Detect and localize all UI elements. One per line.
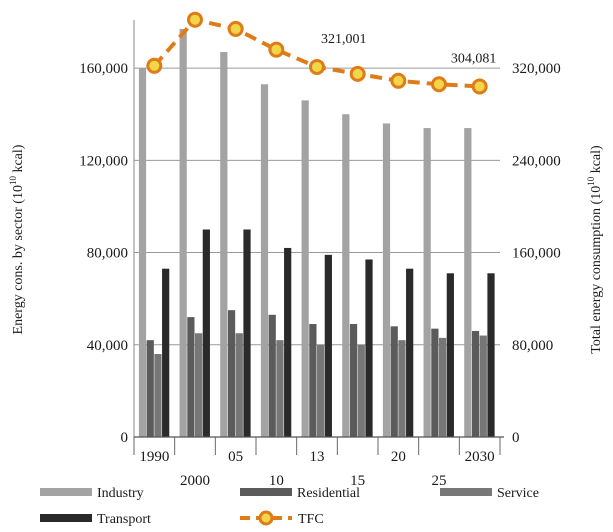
legend-swatch-residential bbox=[240, 488, 292, 496]
bar-transport bbox=[406, 268, 414, 437]
bar-service bbox=[479, 335, 487, 437]
tick-labels: 0 40,000 80,000 120,000 160,000 0 80,000 160,00… bbox=[8, 32, 604, 489]
right-tick-label: 320,000 bbox=[512, 61, 561, 77]
legend-marker-tfc bbox=[258, 510, 274, 526]
bar-industry bbox=[464, 128, 472, 438]
legend-swatch-industry bbox=[40, 488, 92, 496]
bar-transport bbox=[202, 229, 210, 437]
right-tick-label: 240,000 bbox=[512, 153, 561, 169]
left-axis-title: Energy cons. by sector (1010 kcal) bbox=[8, 144, 26, 334]
bar-service bbox=[235, 333, 243, 437]
bar-residential bbox=[309, 324, 317, 437]
left-tick-label: 80,000 bbox=[87, 246, 128, 262]
legend: Industry Residential Service Transport TFC bbox=[40, 486, 539, 527]
tfc-point bbox=[390, 72, 407, 89]
bar-residential bbox=[187, 317, 195, 437]
bar-transport bbox=[324, 254, 332, 437]
left-tick-label: 0 bbox=[121, 430, 129, 446]
bar-service bbox=[439, 337, 447, 437]
x-tick-label: 20 bbox=[391, 449, 406, 465]
bar-residential bbox=[146, 340, 154, 437]
right-tick-label: 0 bbox=[512, 430, 520, 446]
bar-industry bbox=[138, 68, 147, 437]
left-tick-label: 120,000 bbox=[79, 153, 128, 169]
tfc-series-line bbox=[152, 17, 480, 89]
bar-transport bbox=[243, 229, 251, 437]
legend-swatch-service bbox=[440, 488, 492, 496]
x-tick-label: 15 bbox=[350, 473, 365, 489]
bar-residential bbox=[390, 326, 398, 437]
bar-transport bbox=[365, 259, 373, 437]
tfc-point bbox=[268, 41, 285, 58]
bar-transport bbox=[487, 273, 495, 437]
tfc-line bbox=[146, 11, 488, 95]
x-tick-label: 25 bbox=[432, 473, 447, 489]
tfc-point bbox=[309, 58, 325, 75]
legend-label-service: Service bbox=[497, 486, 539, 501]
bar-industry bbox=[423, 128, 431, 438]
bar-industry bbox=[260, 84, 269, 437]
bar-industry bbox=[179, 28, 187, 438]
x-tick-label: 10 bbox=[269, 473, 284, 489]
bar-service bbox=[317, 344, 325, 437]
tfc-point bbox=[431, 76, 447, 93]
bar-residential bbox=[349, 324, 358, 437]
x-tick-label: 1990 bbox=[139, 449, 169, 465]
right-tick-label: 80,000 bbox=[512, 338, 553, 354]
bars bbox=[138, 28, 495, 438]
right-axis-title: Total energy consumption (1010 kcal) bbox=[586, 145, 604, 354]
bar-residential bbox=[227, 310, 236, 437]
left-tick-label: 40,000 bbox=[87, 338, 128, 354]
legend-swatch-transport bbox=[40, 514, 92, 522]
x-tick-label: 2000 bbox=[180, 473, 210, 489]
bar-residential bbox=[431, 328, 439, 437]
x-tick-label: 2030 bbox=[465, 449, 495, 465]
axes bbox=[133, 20, 504, 455]
bar-residential bbox=[471, 330, 480, 437]
bar-residential bbox=[268, 314, 276, 437]
bar-transport bbox=[162, 268, 170, 437]
x-tick-label: 05 bbox=[228, 449, 243, 465]
bar-transport bbox=[446, 273, 454, 437]
legend-label-tfc: TFC bbox=[298, 512, 324, 527]
tfc-point bbox=[349, 65, 366, 82]
x-tick-label: 13 bbox=[310, 449, 325, 465]
legend-label-transport: Transport bbox=[97, 512, 151, 527]
bar-industry bbox=[342, 114, 350, 437]
tfc-point bbox=[146, 57, 163, 74]
left-tick-label: 160,000 bbox=[79, 61, 128, 77]
bar-service bbox=[154, 354, 162, 437]
bar-service bbox=[195, 333, 203, 437]
tfc-point bbox=[227, 20, 244, 37]
gridlines bbox=[134, 67, 500, 346]
bar-industry bbox=[220, 51, 228, 437]
bar-service bbox=[276, 340, 284, 437]
data-annotation: 304,081 bbox=[451, 51, 497, 66]
right-tick-label: 160,000 bbox=[512, 246, 561, 262]
data-annotation: 321,001 bbox=[321, 32, 367, 47]
tfc-point bbox=[471, 78, 488, 95]
legend-label-industry: Industry bbox=[97, 486, 144, 501]
tfc-point bbox=[187, 11, 203, 28]
bar-industry bbox=[382, 123, 391, 437]
bar-service bbox=[398, 340, 406, 437]
bar-industry bbox=[301, 100, 309, 437]
bar-transport bbox=[284, 247, 292, 437]
bar-service bbox=[357, 344, 365, 437]
legend-label-residential: Residential bbox=[297, 486, 360, 501]
